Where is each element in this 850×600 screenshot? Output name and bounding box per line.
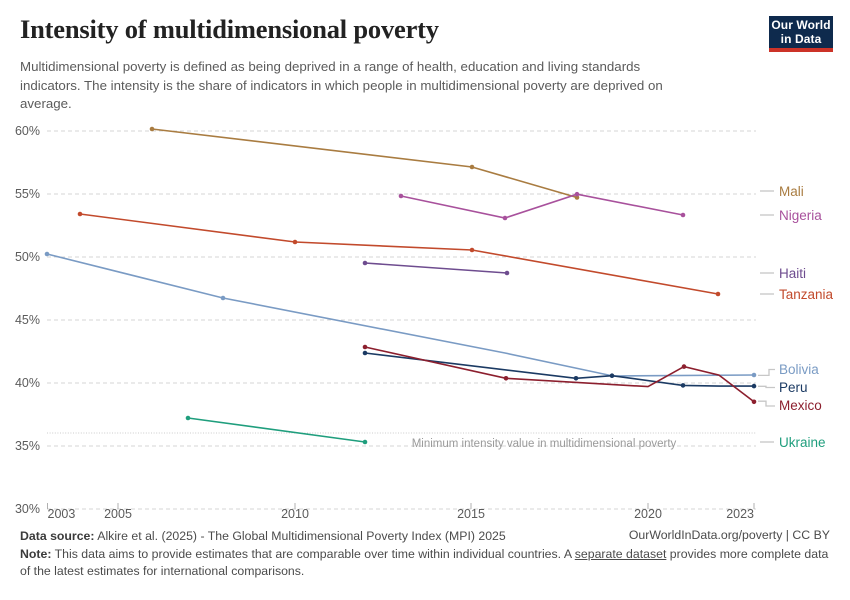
svg-text:Mexico: Mexico bbox=[779, 398, 822, 413]
svg-text:Nigeria: Nigeria bbox=[779, 208, 822, 223]
svg-text:2023: 2023 bbox=[726, 507, 754, 521]
svg-text:Bolivia: Bolivia bbox=[779, 362, 819, 377]
svg-text:35%: 35% bbox=[15, 439, 40, 453]
svg-text:Haiti: Haiti bbox=[779, 266, 806, 281]
svg-text:2005: 2005 bbox=[104, 507, 132, 521]
svg-text:2010: 2010 bbox=[281, 507, 309, 521]
svg-text:40%: 40% bbox=[15, 376, 40, 390]
svg-text:Mali: Mali bbox=[779, 184, 804, 199]
svg-text:Tanzania: Tanzania bbox=[779, 287, 834, 302]
svg-text:Ukraine: Ukraine bbox=[779, 435, 826, 450]
svg-text:55%: 55% bbox=[15, 187, 40, 201]
svg-text:2003: 2003 bbox=[48, 507, 76, 521]
svg-text:60%: 60% bbox=[15, 124, 40, 138]
svg-text:2020: 2020 bbox=[634, 507, 662, 521]
svg-text:30%: 30% bbox=[15, 502, 40, 516]
svg-text:Minimum intensity value in mul: Minimum intensity value in multidimensio… bbox=[412, 438, 677, 450]
svg-text:45%: 45% bbox=[15, 313, 40, 327]
svg-text:50%: 50% bbox=[15, 250, 40, 264]
svg-text:2015: 2015 bbox=[457, 507, 485, 521]
svg-text:Peru: Peru bbox=[779, 380, 808, 395]
